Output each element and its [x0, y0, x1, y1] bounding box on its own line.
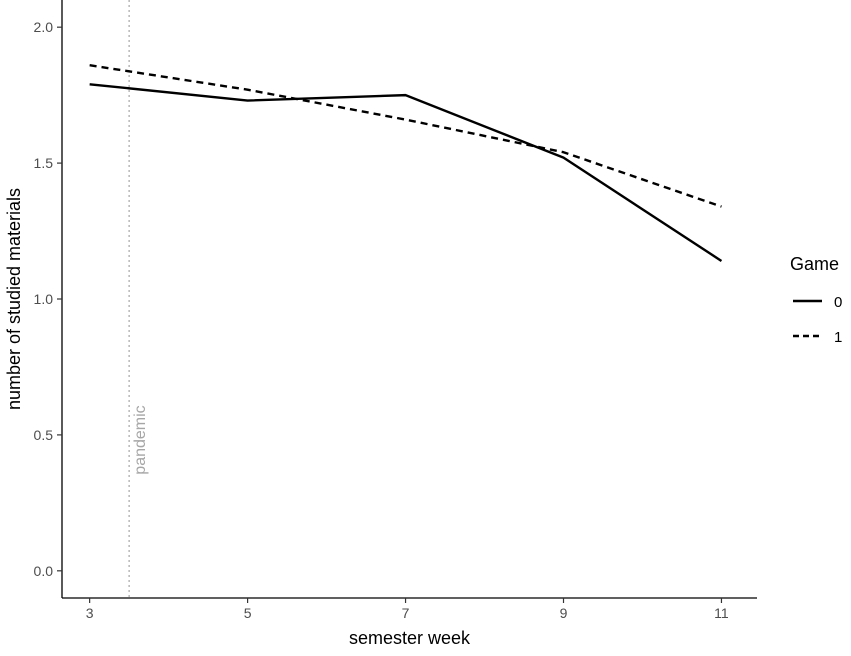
y-tick-label: 2.0 — [34, 19, 54, 35]
pandemic-annotation-label: pandemic — [132, 405, 149, 474]
tick-layer: 0.0 0.5 1.0 1.5 2.0 3 5 7 9 11 — [34, 19, 729, 621]
x-axis-title: semester week — [349, 628, 471, 648]
series-layer — [89, 64, 723, 262]
y-tick-label: 1.0 — [34, 291, 54, 307]
legend-label-game-0: 0 — [834, 294, 842, 311]
axis-layer — [61, 0, 757, 599]
x-tick-label: 3 — [86, 605, 94, 621]
series-line-game-1 — [89, 64, 722, 208]
y-tick-label: 0.0 — [34, 563, 54, 579]
x-tick-label: 5 — [244, 605, 252, 621]
legend-items: 01 — [793, 294, 842, 346]
annotation-layer: pandemic — [128, 0, 149, 598]
legend-label-game-1: 1 — [834, 329, 842, 346]
x-tick-label: 7 — [402, 605, 410, 621]
legend-title: Game — [790, 254, 839, 274]
x-tick-label: 9 — [560, 605, 568, 621]
y-tick-label: 1.5 — [34, 155, 54, 171]
x-tick-label: 11 — [714, 605, 729, 621]
legend: Game 01 — [790, 254, 842, 346]
y-axis-title: number of studied materials — [4, 188, 24, 410]
series-line-game-0 — [89, 83, 723, 262]
y-tick-label: 0.5 — [34, 427, 54, 443]
